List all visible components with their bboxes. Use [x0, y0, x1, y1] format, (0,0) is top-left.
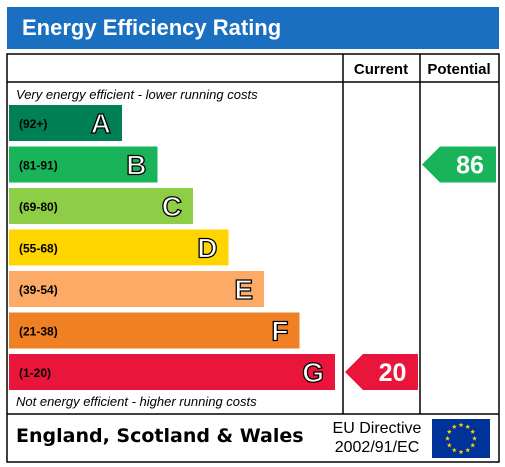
current-rating-arrow: [345, 354, 418, 390]
band-bar-g: [9, 354, 335, 390]
eu-star-icon: [451, 424, 457, 429]
band-range-e: (39-54): [19, 283, 58, 297]
band-letter-f: F: [271, 316, 288, 347]
potential-rating-value: 86: [456, 152, 484, 180]
band-letter-e: E: [234, 274, 253, 305]
band-range-c: (69-80): [19, 200, 58, 214]
band-letter-d: D: [197, 233, 217, 264]
band-letter-g: G: [302, 357, 324, 388]
eu-star-icon: [458, 422, 464, 428]
eu-star-icon: [446, 429, 452, 434]
directive-line-1: EU Directive: [332, 420, 422, 437]
rating-band-b: (81-91) B: [9, 146, 158, 183]
band-letter-c: C: [162, 191, 182, 222]
eu-stars: [445, 422, 477, 455]
band-letter-a: A: [91, 108, 111, 139]
band-letter-b: B: [126, 150, 146, 181]
band-bar-e: [9, 271, 264, 307]
eu-star-icon: [470, 429, 476, 434]
band-bar-a: [9, 105, 122, 141]
rating-band-g: (1-20) G: [9, 354, 335, 390]
rating-band-d: (55-68) D: [9, 229, 229, 266]
potential-column-header: Potential: [427, 61, 490, 78]
potential-rating-arrow: [422, 146, 496, 183]
title-bar: Energy Efficiency Rating: [7, 7, 499, 49]
footer-region: England, Scotland & Wales: [16, 425, 304, 447]
eu-star-icon: [446, 442, 452, 448]
eu-star-icon: [472, 435, 477, 441]
top-note: Very energy efficient - lower running co…: [16, 87, 258, 102]
chart-frame: [6, 53, 500, 463]
eu-star-icon: [465, 447, 471, 453]
rating-band-e: (39-54) E: [9, 271, 264, 307]
rating-band-f: (21-38) F: [9, 312, 300, 349]
eu-star-icon: [451, 447, 457, 453]
bottom-note: Not energy efficient - higher running co…: [16, 394, 257, 409]
band-range-a: (92+): [19, 117, 47, 131]
eu-star-icon: [465, 424, 471, 429]
current-rating-value: 20: [379, 359, 407, 387]
band-range-b: (81-91): [19, 159, 58, 173]
current-rating: 20: [345, 354, 418, 390]
band-range-d: (55-68): [19, 242, 58, 256]
rating-band-c: (69-80) C: [9, 188, 193, 224]
band-bar-f: [9, 312, 300, 349]
footer-directive: EU Directive 2002/91/EC: [322, 419, 432, 457]
rating-band-a: (92+) A: [9, 105, 122, 141]
current-column-header: Current: [354, 61, 408, 78]
band-bar-c: [9, 188, 193, 224]
eu-star-icon: [470, 442, 476, 448]
eu-star-icon: [458, 449, 464, 455]
band-bar-b: [9, 146, 158, 183]
band-range-g: (1-20): [19, 366, 51, 380]
directive-line-2: 2002/91/EC: [334, 439, 420, 456]
eu-star-icon: [445, 435, 450, 441]
potential-rating: 86: [422, 146, 496, 183]
band-range-f: (21-38): [19, 325, 58, 339]
rating-bands: (92+) A (81-91) B (69-80) C (55-68) D (39-54) E (2…: [9, 105, 335, 390]
band-bar-d: [9, 229, 229, 266]
page-title: Energy Efficiency Rating: [22, 15, 282, 40]
